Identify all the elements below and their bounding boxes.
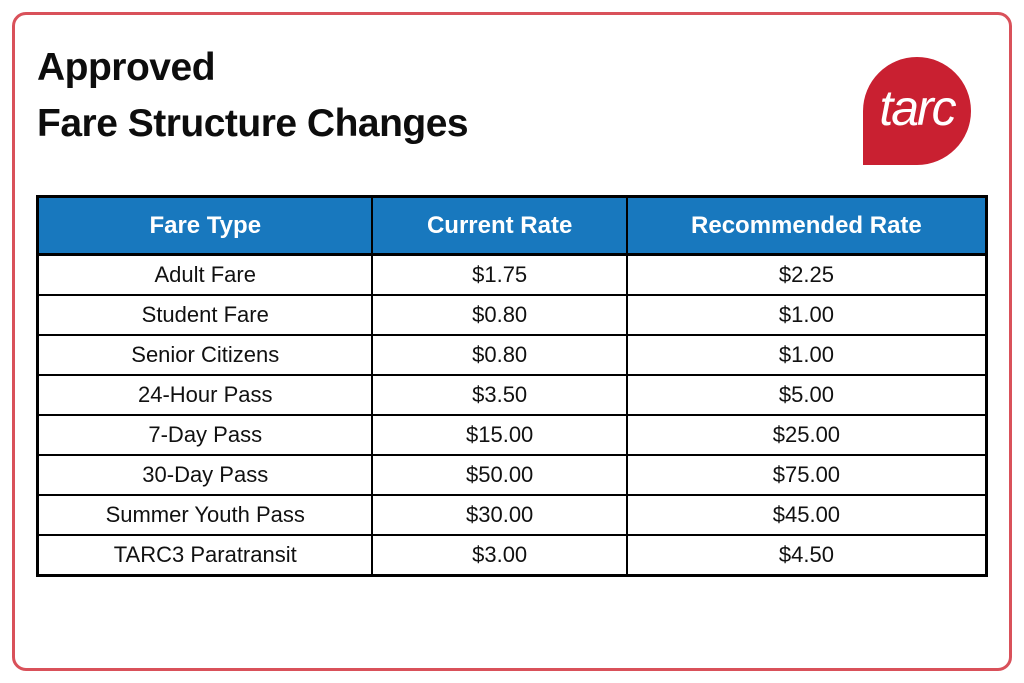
table-cell-recommended-rate: $45.00 [625,494,988,536]
table-cell-fare-type: TARC3 Paratransit [36,534,374,577]
table-row: Student Fare $0.80 $1.00 [36,294,988,336]
page-title-line1: Approved [37,46,216,89]
header-fare-type: Fare Type [36,195,374,256]
table-cell-recommended-rate: $25.00 [625,414,988,456]
table-row: Adult Fare $1.75 $2.25 [36,253,988,296]
table-cell-current-rate: $3.00 [371,534,628,577]
table-cell-fare-type: Senior Citizens [36,334,374,376]
table-cell-fare-type: Summer Youth Pass [36,494,374,536]
table-cell-fare-type: 24-Hour Pass [36,374,374,416]
header-current-rate: Current Rate [371,195,628,256]
table-cell-recommended-rate: $2.25 [625,253,988,296]
table-row: TARC3 Paratransit $3.00 $4.50 [36,534,988,577]
table-cell-recommended-rate: $5.00 [625,374,988,416]
table-row: 30-Day Pass $50.00 $75.00 [36,454,988,496]
table-row: 7-Day Pass $15.00 $25.00 [36,414,988,456]
table-cell-fare-type: 30-Day Pass [36,454,374,496]
tarc-logo: tarc [863,57,971,165]
header-recommended-rate: Recommended Rate [625,195,988,256]
table-row: Summer Youth Pass $30.00 $45.00 [36,494,988,536]
page-title: Approved Fare Structure Changes [37,40,469,152]
table-cell-current-rate: $1.75 [371,253,628,296]
table-cell-current-rate: $15.00 [371,414,628,456]
table-cell-current-rate: $30.00 [371,494,628,536]
table-cell-current-rate: $50.00 [371,454,628,496]
table-cell-current-rate: $0.80 [371,334,628,376]
table-cell-recommended-rate: $1.00 [625,294,988,336]
table-body: Adult Fare $1.75 $2.25 Student Fare $0.80 $1.… [36,253,988,577]
table-row: Senior Citizens $0.80 $1.00 [36,334,988,376]
page-title-line2: Fare Structure Changes [37,101,469,145]
fare-structure-table: Fare Type Current Rate Recommended Rate … [36,195,988,577]
table-header-row: Fare Type Current Rate Recommended Rate [36,195,988,256]
table-row: 24-Hour Pass $3.50 $5.00 [36,374,988,416]
table-cell-fare-type: Adult Fare [36,253,374,296]
tarc-logo-text: tarc [879,80,956,136]
table-cell-recommended-rate: $75.00 [625,454,988,496]
table-cell-current-rate: $0.80 [371,294,628,336]
table-cell-fare-type: Student Fare [36,294,374,336]
table-cell-current-rate: $3.50 [371,374,628,416]
table-cell-recommended-rate: $4.50 [625,534,988,577]
table-cell-fare-type: 7-Day Pass [36,414,374,456]
table-cell-recommended-rate: $1.00 [625,334,988,376]
